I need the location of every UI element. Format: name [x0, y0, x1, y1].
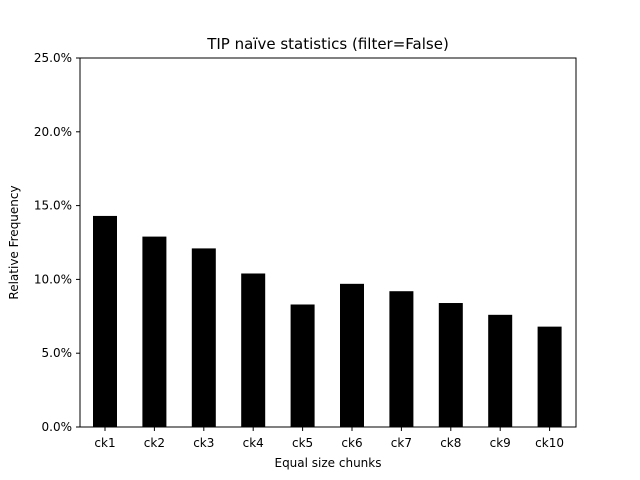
y-tick-label: 25.0% [34, 51, 72, 65]
x-axis-label: Equal size chunks [274, 456, 381, 470]
x-tick-label: ck1 [94, 436, 115, 450]
x-tick-label: ck3 [193, 436, 214, 450]
y-axis-label: Relative Frequency [7, 185, 21, 299]
y-tick-label: 5.0% [42, 346, 73, 360]
x-tick-label: ck10 [535, 436, 564, 450]
bar-ck4 [241, 273, 266, 427]
x-tick-label: ck2 [144, 436, 165, 450]
x-tick-label: ck9 [490, 436, 511, 450]
bar-ck1 [93, 215, 117, 427]
bar-ck6 [340, 283, 364, 427]
x-tick-label: ck5 [292, 436, 313, 450]
y-tick-label: 20.0% [34, 125, 72, 139]
bars-group [93, 215, 562, 427]
x-tick-label: ck6 [341, 436, 362, 450]
y-tick-label: 10.0% [34, 272, 72, 286]
bar-ck9 [488, 314, 513, 427]
bar-ck3 [191, 248, 216, 427]
x-tick-label: ck8 [440, 436, 461, 450]
y-axis-ticks: 0.0% 5.0% 10.0% 15.0% 20.0% 25.0% [34, 51, 80, 434]
y-tick-label: 15.0% [34, 199, 72, 213]
x-tick-label: ck4 [243, 436, 264, 450]
y-tick-label: 0.0% [42, 420, 73, 434]
chart-title: TIP naïve statistics (filter=False) [206, 35, 449, 53]
bar-ck7 [389, 291, 414, 427]
x-tick-label: ck7 [391, 436, 412, 450]
x-axis-ticks: ck1 ck2 ck3 ck4 ck5 ck6 ck7 ck8 ck9 ck10 [94, 427, 564, 450]
bar-ck10 [537, 326, 562, 427]
bar-ck2 [142, 236, 167, 427]
plot-frame [79, 57, 577, 428]
bar-ck5 [290, 304, 315, 427]
bar-ck8 [438, 303, 463, 427]
